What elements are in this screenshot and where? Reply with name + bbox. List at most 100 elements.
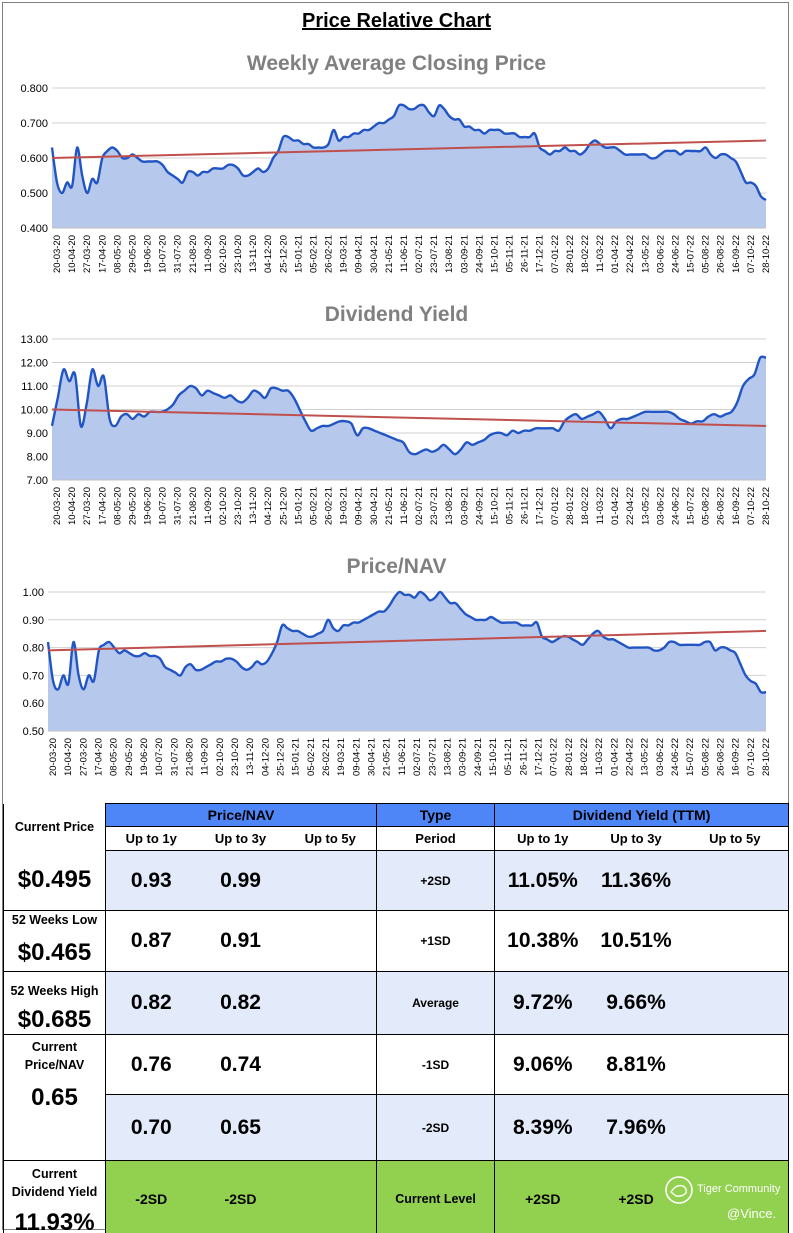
x-tick-label: 02-07-21: [414, 235, 425, 273]
x-tick-label: 05-08-22: [700, 738, 711, 776]
x-tick-label: 17-12-21: [535, 487, 546, 525]
x-tick-label: 07-10-22: [746, 235, 757, 273]
x-tick-label: 07-01-22: [549, 738, 560, 776]
y-tick-label: 13.00: [20, 334, 48, 346]
x-tick-label: 05-02-21: [308, 487, 319, 525]
x-tick-label: 25-12-20: [276, 738, 287, 776]
pnav-period-5y: Up to 5y: [284, 826, 378, 851]
series-line: [50, 355, 767, 456]
x-tick-label: 10-04-20: [63, 738, 74, 776]
x-tick-label: 05-02-21: [308, 235, 319, 273]
x-tick-label: 24-09-21: [473, 738, 484, 776]
x-tick-label: 21-08-20: [185, 738, 196, 776]
x-tick-label: 02-10-20: [215, 738, 226, 776]
x-tick-label: 28-01-22: [565, 487, 576, 525]
pnav-minus1sd-5y: [284, 1034, 378, 1095]
x-tick-label: 31-07-20: [169, 738, 180, 776]
dy-period-5y: Up to 5y: [681, 826, 790, 851]
low52-value: $0.465: [17, 939, 92, 966]
x-tick-label: 19-06-20: [143, 235, 154, 273]
x-tick-label: 02-07-21: [414, 487, 425, 525]
x-tick-label: 27-03-20: [82, 235, 93, 273]
x-tick-label: 08-05-20: [112, 487, 123, 525]
page-title: Price Relative Chart: [302, 10, 491, 32]
x-tick-label: 13-08-21: [444, 487, 455, 525]
x-tick-label: 05-11-21: [505, 235, 516, 272]
x-tick-label: 17-04-20: [97, 235, 108, 273]
pnav-plus1sd-3y: 0.91: [196, 910, 285, 972]
current-pnav-label: Current Price/NAV: [24, 1040, 85, 1072]
dy-period-3y: Up to 3y: [590, 826, 682, 851]
price-nav-header: Price/NAV: [104, 803, 378, 827]
y-tick-label: 1.00: [23, 587, 44, 599]
x-tick-label: 02-07-21: [412, 738, 423, 776]
x-tick-label: 15-01-21: [291, 738, 302, 776]
x-tick-label: 11-06-21: [397, 738, 408, 775]
x-tick-label: 22-04-22: [625, 235, 636, 273]
x-tick-label: 19-06-20: [143, 487, 154, 525]
x-tick-label: 27-03-20: [78, 738, 89, 776]
x-tick-label: 28-10-22: [761, 738, 772, 776]
x-tick-label: 15-01-21: [293, 235, 304, 273]
pnav-current-level-3y: -2SD: [196, 1160, 285, 1233]
type-plus2sd: +2SD: [376, 850, 496, 911]
series-line: [50, 103, 767, 202]
y-tick-label: 11.00: [21, 381, 48, 393]
y-tick-label: 0.700: [20, 118, 48, 130]
dy-plus2sd-1y: 11.05%: [494, 850, 591, 911]
pnav-plus2sd-1y: 0.93: [105, 850, 197, 911]
series-line: [46, 590, 767, 694]
x-tick-label: 31-07-20: [173, 235, 184, 273]
x-tick-label: 26-08-22: [715, 738, 726, 776]
y-tick-label: 0.800: [20, 83, 48, 95]
x-tick-label: 11-09-20: [203, 235, 214, 272]
x-tick-label: 20-03-20: [52, 487, 63, 525]
y-tick-label: 12.00: [20, 358, 48, 370]
x-tick-label: 17-04-20: [97, 487, 108, 525]
x-tick-label: 03-06-22: [655, 738, 666, 776]
type-average: Average: [376, 971, 496, 1035]
x-tick-label: 07-10-22: [746, 738, 757, 776]
x-tick-label: 11-06-21: [399, 487, 410, 524]
current-dy-cell: Current Dividend Yield 11.93%: [3, 1160, 106, 1233]
x-tick-label: 15-10-21: [489, 235, 500, 273]
x-tick-label: 11-03-22: [595, 235, 606, 272]
type-plus1sd: +1SD: [376, 910, 496, 972]
pnav-current-level-5y: [284, 1160, 378, 1233]
dy-minus2sd-1y: 8.39%: [494, 1094, 591, 1161]
x-tick-label: 13-11-20: [248, 487, 259, 524]
x-tick-label: 13-08-21: [442, 738, 453, 776]
x-tick-label: 18-02-22: [580, 487, 591, 525]
x-tick-label: 22-04-22: [625, 487, 636, 525]
x-tick-label: 21-08-20: [188, 235, 199, 273]
dy-minus1sd-1y: 9.06%: [494, 1034, 591, 1095]
x-tick-label: 25-12-20: [278, 487, 289, 525]
trend-line: [51, 139, 767, 159]
watermark-brand: Tiger Community: [697, 1183, 781, 1195]
x-tick-label: 21-08-20: [188, 487, 199, 525]
pnav-period-1y: Up to 1y: [105, 826, 197, 851]
type-minus2sd: -2SD: [376, 1094, 496, 1161]
x-tick-label: 31-07-20: [173, 487, 184, 525]
chart-price-nav: Price/NAV 0.50 0.60 0.70 0.80 0.90 1.00 20-03-2…: [23, 555, 772, 776]
current-dy-value: 11.93%: [14, 1209, 95, 1233]
x-tick-label: 21-05-21: [382, 738, 393, 776]
x-tick-label: 24-06-22: [670, 738, 681, 776]
low52-label: 52 Weeks Low: [11, 913, 98, 927]
trend-line: [51, 408, 767, 427]
x-tick-label: 20-03-20: [48, 738, 59, 776]
x-tick-label: 24-09-21: [474, 235, 485, 273]
x-tick-label: 03-09-21: [459, 487, 470, 525]
x-tick-label: 19-03-21: [339, 235, 350, 273]
pnav-minus2sd-5y: [284, 1094, 378, 1161]
x-tick-label: 20-03-20: [52, 235, 63, 273]
x-tick-label: 29-05-20: [127, 487, 138, 525]
x-tick-label: 26-11-21: [520, 235, 531, 272]
x-tick-label: 04-12-20: [263, 487, 274, 525]
dy-minus1sd-5y: [681, 1034, 790, 1095]
x-tick-label: 04-12-20: [263, 235, 274, 273]
x-tick-label: 28-10-22: [761, 235, 772, 273]
x-tick-label: 03-09-21: [458, 738, 469, 776]
x-tick-label: 13-05-22: [640, 235, 651, 273]
x-tick-label: 27-03-20: [82, 487, 93, 525]
